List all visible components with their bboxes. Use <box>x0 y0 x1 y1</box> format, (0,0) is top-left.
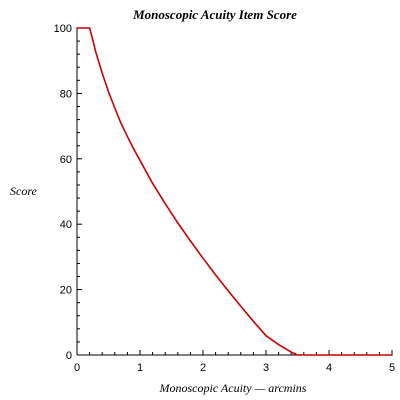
y-axis-label: Score <box>10 184 38 198</box>
series-layer <box>76 27 393 356</box>
x-axis-ticks: 0 1 2 3 4 5 <box>74 350 395 374</box>
x-tick-label: 3 <box>263 362 269 374</box>
series-line-0 <box>76 27 393 356</box>
y-tick-label: 60 <box>60 154 72 166</box>
chart-title: Monoscopic Acuity Item Score <box>132 7 297 22</box>
x-tick-label: 0 <box>74 362 80 374</box>
y-tick-label: 20 <box>60 285 72 297</box>
y-tick-label: 40 <box>60 219 72 231</box>
y-tick-label: 0 <box>66 350 72 362</box>
x-tick-label: 5 <box>389 362 395 374</box>
x-tick-label: 1 <box>137 362 143 374</box>
y-tick-label: 80 <box>60 88 72 100</box>
x-axis-label: Monoscopic Acuity — arcmins <box>159 381 307 395</box>
x-tick-label: 2 <box>200 362 206 374</box>
y-axis-ticks: 0 20 40 60 80 100 <box>54 23 82 362</box>
x-tick-label: 4 <box>326 362 332 374</box>
y-tick-label: 100 <box>54 23 72 35</box>
